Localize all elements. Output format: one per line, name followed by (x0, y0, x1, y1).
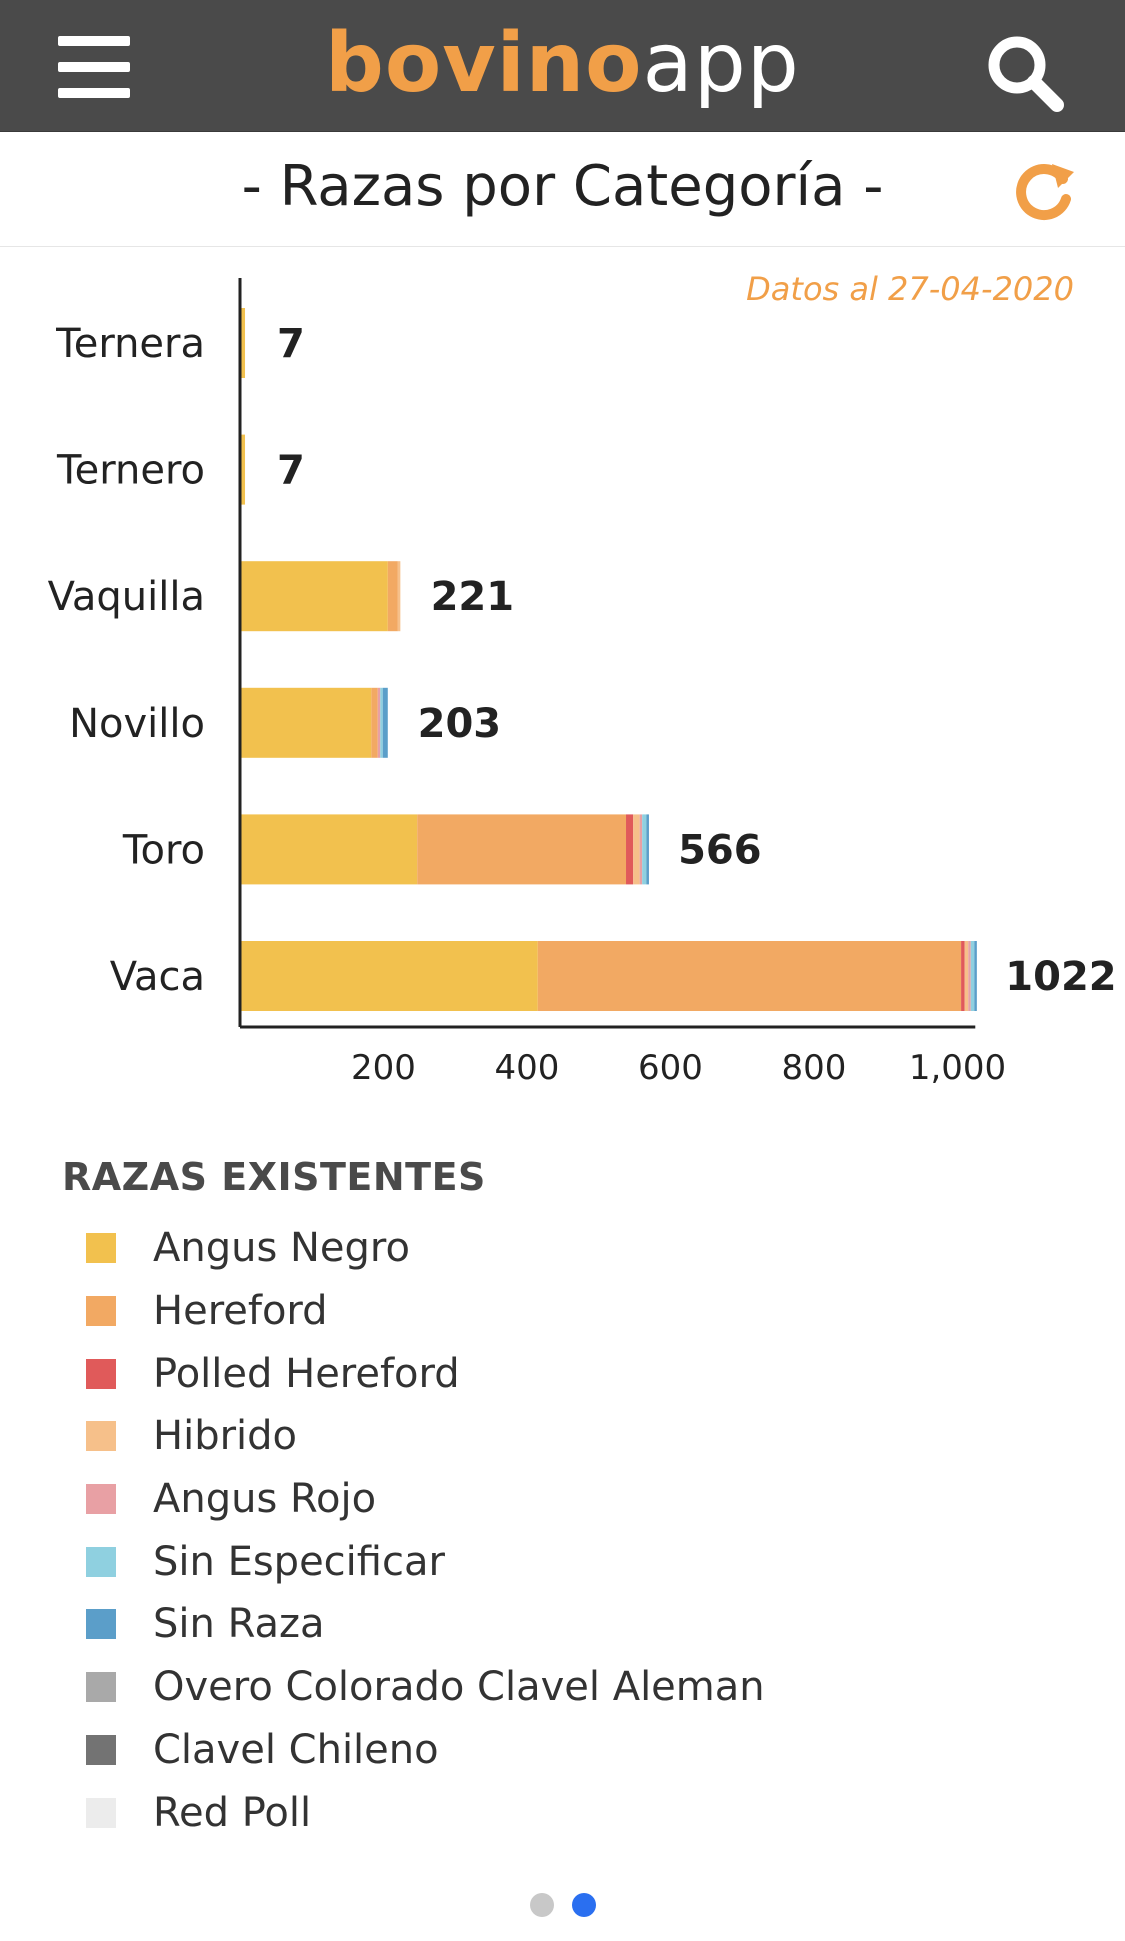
logo-light-text: app (642, 16, 800, 111)
legend-label: Clavel Chileno (153, 1726, 439, 1773)
bar-segment (240, 941, 538, 1011)
refresh-icon[interactable] (1012, 158, 1078, 224)
legend-label: Angus Rojo (153, 1476, 377, 1523)
category-label: Vaquilla (48, 574, 205, 620)
app-header: bovinoapp (0, 0, 1125, 132)
legend-swatch (86, 1233, 116, 1264)
data-date-note: Datos al 27-04-2020 (746, 270, 1074, 308)
bar-segment (380, 687, 383, 758)
legend-swatch (86, 1296, 116, 1327)
legend-swatch (86, 1546, 116, 1577)
legend-item[interactable]: Angus Negro (86, 1217, 765, 1280)
total-value-label: 7 (277, 321, 305, 367)
legend-label: Angus Negro (153, 1225, 410, 1272)
legend-swatch (86, 1797, 116, 1828)
legend-label: Sin Raza (153, 1601, 325, 1648)
bar-segment (371, 687, 378, 758)
legend-label: Overo Colorado Clavel Aleman (153, 1664, 765, 1711)
chart-legend: Angus Negro Hereford Polled Hereford Hibrid… (86, 1217, 765, 1844)
page-title: - Razas por Categoría - (241, 154, 884, 219)
bar-segment (240, 308, 246, 378)
bar-segment (964, 941, 969, 1011)
x-tick-label: 200 (351, 1048, 416, 1088)
bar-segment (968, 941, 971, 1011)
total-value-label: 203 (418, 701, 502, 747)
legend-item[interactable]: Hibrido (86, 1405, 765, 1468)
category-label: Ternero (56, 448, 205, 494)
bar-segment (633, 814, 640, 885)
logo-bold-text: bovino (325, 16, 643, 111)
search-icon[interactable] (985, 33, 1065, 113)
category-label: Ternera (55, 321, 205, 367)
bar-segment (240, 687, 372, 758)
bar-segment (240, 434, 246, 505)
legend-label: Polled Hereford (153, 1350, 460, 1397)
bar-segment (626, 814, 634, 885)
total-value-label: 7 (277, 448, 305, 494)
category-label: Novillo (69, 701, 205, 747)
legend-swatch (86, 1358, 116, 1389)
bar-segment (377, 687, 381, 758)
pager-dot-2-active[interactable] (572, 1893, 596, 1917)
legend-swatch (86, 1609, 116, 1640)
x-tick-label: 400 (495, 1048, 560, 1088)
hamburger-menu-icon[interactable] (58, 36, 130, 98)
legend-label: Red Poll (153, 1789, 312, 1836)
legend-item[interactable]: Polled Hereford (86, 1342, 765, 1405)
bar-segment (240, 814, 418, 885)
legend-swatch (86, 1734, 116, 1765)
x-tick-label: 800 (782, 1048, 847, 1088)
x-tick-label: 1,000 (909, 1048, 1006, 1088)
total-value-label: 566 (678, 827, 762, 873)
bar-segment (639, 814, 643, 885)
stacked-bar-chart: Ternera 7 Ternero 7 Vaquilla 221 Novillo 203 Tor… (48, 278, 1117, 1088)
legend-item[interactable]: Angus Rojo (86, 1468, 765, 1531)
category-label: Vaca (110, 954, 205, 1000)
bar-segment (387, 561, 398, 632)
total-value-label: 221 (431, 574, 515, 620)
bar-segment (961, 941, 965, 1011)
legend-item[interactable]: Sin Raza (86, 1593, 765, 1656)
bar-segment (646, 814, 649, 885)
pager-dot-1[interactable] (530, 1893, 554, 1917)
legend-item[interactable]: Sin Especificar (86, 1530, 765, 1593)
total-value-label: 1022 (1005, 954, 1116, 1000)
legend-item[interactable]: Red Poll (86, 1781, 765, 1844)
legend-swatch (86, 1421, 116, 1452)
app-logo: bovinoapp (0, 14, 1125, 114)
bar-segment (642, 814, 647, 885)
legend-title: RAZAS EXISTENTES (62, 1155, 486, 1199)
legend-item[interactable]: Overo Colorado Clavel Aleman (86, 1656, 765, 1719)
bar-segment (240, 561, 388, 632)
legend-swatch (86, 1672, 116, 1703)
bar-segment (970, 941, 975, 1011)
title-bar: - Razas por Categoría - (0, 132, 1125, 247)
page-indicator (530, 1893, 610, 1919)
bar-segment (397, 561, 401, 632)
bar-segment (537, 941, 962, 1011)
legend-label: Hereford (153, 1288, 328, 1335)
legend-item[interactable]: Clavel Chileno (86, 1719, 765, 1782)
legend-label: Sin Especificar (153, 1538, 445, 1585)
legend-label: Hibrido (153, 1413, 298, 1460)
x-tick-label: 600 (638, 1048, 703, 1088)
legend-item[interactable]: Hereford (86, 1280, 765, 1343)
bar-segment (417, 814, 627, 885)
category-label: Toro (122, 827, 205, 873)
legend-swatch (86, 1484, 116, 1515)
bar-segment (974, 941, 977, 1011)
bar-segment (382, 687, 388, 758)
